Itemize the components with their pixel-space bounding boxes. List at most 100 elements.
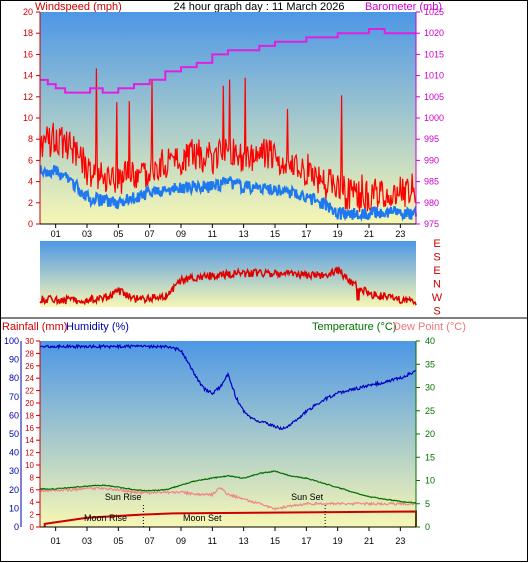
hour-tick-label: 07 <box>145 229 155 239</box>
dewpoint-axis-label: Dew Point (°C) <box>393 321 466 333</box>
barometer-line <box>40 28 416 94</box>
rainfall-tick-label: 20 <box>25 399 34 408</box>
hour-tick-label: 17 <box>301 536 311 546</box>
hour-tick-label: 15 <box>270 229 280 239</box>
direction-label: S <box>433 306 440 318</box>
windspeed-tick-label: 12 <box>23 92 33 102</box>
hour-tick-label: 21 <box>364 229 374 239</box>
barometer-tick-label: 1025 <box>424 7 444 17</box>
rainfall-tick-label: 12 <box>25 449 34 458</box>
rainfall-tick-label: 22 <box>25 387 34 396</box>
rainfall-tick-label: 28 <box>25 349 34 358</box>
hour-tick-label: 05 <box>113 536 123 546</box>
sun-rise-label: Sun Rise <box>105 492 142 502</box>
rainfall-tick-label: 2 <box>30 511 35 520</box>
moon-set-label: Moon Set <box>183 513 222 523</box>
hour-tick-label: 03 <box>82 229 92 239</box>
rainfall-tick-label: 30 <box>25 337 34 346</box>
temperature-tick-label: 10 <box>425 476 435 486</box>
barometer-tick-label: 1010 <box>424 71 444 81</box>
humidity-tick-label: 50 <box>9 429 19 439</box>
wind-direction-line <box>39 265 417 306</box>
humidity-tick-label: 70 <box>9 392 19 402</box>
rainfall-tick-label: 14 <box>25 436 34 445</box>
barometer-tick-label: 980 <box>424 198 439 208</box>
barometer-tick-label: 1015 <box>424 49 444 59</box>
windspeed-tick-label: 2 <box>28 198 33 208</box>
hour-tick-label: 03 <box>82 536 92 546</box>
windspeed-axis-label: Windspeed (mph) <box>35 1 122 13</box>
windspeed-tick-label: 10 <box>23 113 33 123</box>
hour-tick-label: 19 <box>333 229 343 239</box>
barometer-tick-label: 995 <box>424 134 439 144</box>
humidity-tick-label: 0 <box>14 522 19 532</box>
rainfall-tick-label: 0 <box>30 523 35 532</box>
hour-tick-label: 21 <box>364 536 374 546</box>
hour-tick-label: 05 <box>113 229 123 239</box>
rainfall-axis-label: Rainfall (mm) <box>2 321 67 333</box>
wind-average-line <box>39 164 417 223</box>
barometer-tick-label: 1020 <box>424 28 444 38</box>
temperature-tick-label: 20 <box>425 429 435 439</box>
dewpoint-line <box>39 486 417 511</box>
direction-label: E <box>433 238 440 250</box>
windspeed-tick-label: 18 <box>23 28 33 38</box>
barometer-tick-label: 1005 <box>424 92 444 102</box>
barometer-tick-label: 985 <box>424 177 439 187</box>
direction-label: W <box>432 292 443 304</box>
barometer-axis-label: Barometer (mb) <box>365 1 442 13</box>
hour-tick-label: 11 <box>208 536 217 546</box>
humidity-tick-label: 100 <box>4 336 19 346</box>
windspeed-tick-label: 4 <box>28 177 33 187</box>
humidity-tick-label: 30 <box>9 466 19 476</box>
hour-tick-label: 23 <box>395 536 405 546</box>
humidity-axis-label: Humidity (%) <box>66 321 129 333</box>
temperature-tick-label: 35 <box>425 359 435 369</box>
hour-tick-label: 01 <box>51 536 61 546</box>
rainfall-tick-label: 18 <box>25 411 34 420</box>
windspeed-tick-label: 8 <box>28 134 33 144</box>
hour-tick-label: 01 <box>51 229 61 239</box>
hour-tick-label: 07 <box>145 536 155 546</box>
hour-tick-label: 11 <box>208 229 217 239</box>
windspeed-tick-label: 14 <box>23 71 33 81</box>
hour-tick-label: 13 <box>239 536 249 546</box>
humidity-tick-label: 40 <box>9 448 19 458</box>
hour-tick-label: 23 <box>395 229 405 239</box>
hour-tick-label: 09 <box>176 229 186 239</box>
humidity-line <box>39 343 417 431</box>
graph-title: 24 hour graph day : 11 March 2026 <box>173 1 344 13</box>
humidity-tick-label: 20 <box>9 485 19 495</box>
temperature-tick-label: 5 <box>425 499 430 509</box>
direction-label: E <box>433 265 440 277</box>
direction-label: S <box>433 252 440 264</box>
climate-plot-area <box>40 341 416 527</box>
barometer-tick-label: 990 <box>424 155 439 165</box>
humidity-tick-label: 80 <box>9 373 19 383</box>
hour-tick-label: 19 <box>333 536 343 546</box>
direction-label: N <box>433 279 441 291</box>
rainfall-tick-label: 4 <box>30 498 35 507</box>
windspeed-tick-label: 20 <box>23 7 33 17</box>
temperature-tick-label: 0 <box>425 522 430 532</box>
barometer-tick-label: 975 <box>424 219 439 229</box>
windspeed-tick-label: 16 <box>23 49 33 59</box>
barometer-tick-label: 1000 <box>424 113 444 123</box>
hour-tick-label: 17 <box>301 229 311 239</box>
hour-tick-label: 13 <box>239 229 249 239</box>
humidity-tick-label: 90 <box>9 355 19 365</box>
moon-rise-label: Moon Rise <box>84 513 127 523</box>
hour-tick-label: 15 <box>270 536 280 546</box>
windspeed-tick-label: 6 <box>28 155 33 165</box>
humidity-tick-label: 10 <box>9 503 19 513</box>
wind-gust-line <box>39 68 417 213</box>
temperature-tick-label: 40 <box>425 336 435 346</box>
temperature-axis-label: Temperature (°C) <box>312 321 396 333</box>
temperature-tick-label: 30 <box>425 383 435 393</box>
temperature-line <box>39 470 417 504</box>
windspeed-tick-label: 0 <box>28 219 33 229</box>
rainfall-tick-label: 8 <box>30 473 35 482</box>
temperature-tick-label: 15 <box>425 452 435 462</box>
